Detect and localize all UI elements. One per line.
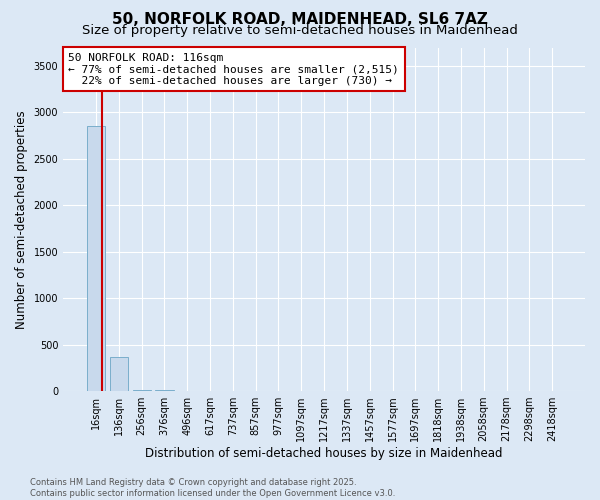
Bar [110,356,128,391]
Text: Contains HM Land Registry data © Crown copyright and database right 2025.
Contai: Contains HM Land Registry data © Crown c… [30,478,395,498]
Bar [87,126,105,391]
Text: Size of property relative to semi-detached houses in Maidenhead: Size of property relative to semi-detach… [82,24,518,37]
Text: 50 NORFOLK ROAD: 116sqm
← 77% of semi-detached houses are smaller (2,515)
  22% : 50 NORFOLK ROAD: 116sqm ← 77% of semi-de… [68,52,399,86]
Bar [133,390,151,391]
Y-axis label: Number of semi-detached properties: Number of semi-detached properties [15,110,28,328]
Text: 50, NORFOLK ROAD, MAIDENHEAD, SL6 7AZ: 50, NORFOLK ROAD, MAIDENHEAD, SL6 7AZ [112,12,488,28]
X-axis label: Distribution of semi-detached houses by size in Maidenhead: Distribution of semi-detached houses by … [145,447,503,460]
